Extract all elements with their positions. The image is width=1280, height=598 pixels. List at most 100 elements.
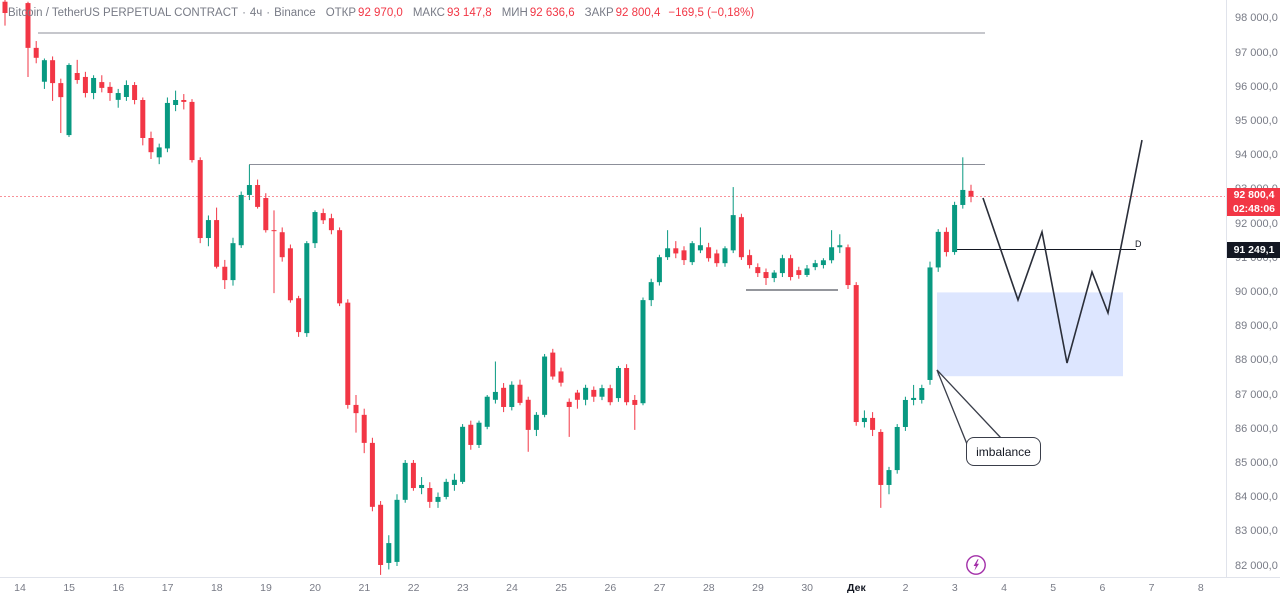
time-axis-label: 20 [309,582,322,594]
candle-countdown: 02:48:06 [1232,202,1276,215]
candle [156,143,162,165]
price-axis-label: 89 000,0 [1235,320,1278,333]
time-axis-label: 23 [456,582,469,594]
chart-canvas[interactable] [0,0,1225,577]
close-label: ЗАКР [584,7,614,19]
candle [525,396,531,452]
legend-separator: · [242,7,246,19]
candle [492,361,498,404]
time-axis-label: 26 [604,582,617,594]
candle [33,41,39,64]
time-axis-label: 7 [1148,582,1155,594]
interval-label[interactable]: 4ч [249,7,263,19]
candle [386,535,392,570]
candle [66,63,72,137]
candle [58,78,64,134]
candle [328,213,334,235]
candle [99,75,105,93]
projection-path[interactable] [982,139,1143,364]
candle [246,164,252,201]
time-axis-label: 28 [702,582,715,594]
candle [673,241,679,259]
candle [894,424,900,474]
candle [41,58,47,89]
imbalance-callout-label[interactable]: imbalance [966,437,1041,466]
candle [345,299,351,409]
price-axis-label: 83 000,0 [1235,525,1278,538]
candle [460,424,466,484]
close-value: 92 800,4 [615,7,661,19]
price-axis-label: 95 000,0 [1235,114,1278,127]
candle [533,412,539,437]
candle [911,384,917,406]
time-axis-label: 4 [1001,582,1007,594]
candle [451,473,457,491]
time-axis-label: 24 [506,582,518,594]
price-axis-label: 98 000,0 [1235,12,1278,25]
high-value: 93 147,8 [446,7,492,19]
candle [304,241,310,337]
candle [25,1,31,77]
candle [263,193,269,233]
price-axis-label: 85 000,0 [1235,456,1278,469]
time-axis-label: 25 [555,582,568,594]
symbol-legend[interactable]: Bitcoin / TetherUS PERPETUAL CONTRACT · 4ч… [8,7,754,19]
open-label: ОТКР [325,7,357,19]
imbalance-text: imbalance [976,444,1031,459]
candle [50,56,56,101]
lightning-bolt-button[interactable] [965,554,987,576]
candle [181,94,187,110]
candle [615,365,621,402]
price-axis[interactable]: 82 000,0 83 000,0 84 000,0 85 000,0 86 000,0… [1226,0,1280,577]
candle [697,227,703,254]
candle [607,384,613,406]
candle [476,420,482,449]
price-axis-label: 94 000,0 [1235,149,1278,162]
candle [107,82,113,101]
candle [714,249,720,267]
price-axis-label: 84 000,0 [1235,491,1278,504]
time-axis-label: 5 [1050,582,1057,594]
imbalance-zone[interactable] [937,292,1123,377]
candle [279,227,285,262]
time-axis-label: 17 [161,582,174,594]
candle [853,282,859,426]
candle [509,381,515,411]
candle [214,207,220,269]
price-axis-label: 92 000,0 [1235,217,1278,230]
candle [238,191,244,248]
candle [755,263,761,278]
candle [402,459,408,503]
candle [706,242,712,262]
time-axis-label: 14 [14,582,26,594]
candle [312,210,318,248]
time-axis-label: Дек [847,582,866,594]
candle [919,384,925,404]
candle [410,459,416,491]
candle [361,408,367,454]
candle [665,230,671,260]
candle [369,437,375,512]
candle [886,466,892,495]
level-d-marker: D [1135,239,1142,249]
symbol-title[interactable]: Bitcoin / TetherUS PERPETUAL CONTRACT [8,7,239,19]
time-axis-label: 2 [902,582,909,594]
candle [804,265,810,278]
time-axis-label: 27 [653,582,666,594]
candle [2,0,8,26]
candle [164,97,170,153]
candle [115,88,121,108]
candle [394,494,400,567]
time-axis-label: 21 [358,582,371,594]
candle [82,71,88,98]
candle [935,229,941,272]
candle [484,395,490,430]
time-axis-label: 16 [112,582,125,594]
candle [943,227,949,257]
time-axis-label: 18 [210,582,223,594]
time-axis[interactable]: 14 15 16 17 18 19 20 21 22 23 24 25 26 27 28 29 30 Дек 2 3 4… [0,577,1280,598]
time-axis-label: 6 [1099,582,1106,594]
candle [443,478,449,500]
candle [861,410,867,428]
open-value: 92 970,0 [358,7,403,19]
